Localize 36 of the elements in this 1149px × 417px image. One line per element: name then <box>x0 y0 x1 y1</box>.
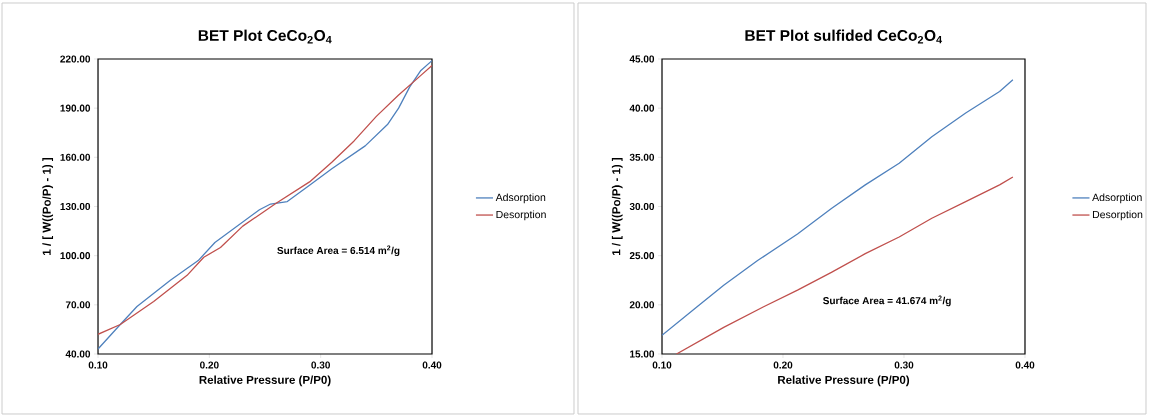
y-tick-label: 100.00 <box>60 252 91 260</box>
y-axis-title: 1 / [ W((Po/P) - 1) ] <box>611 157 623 255</box>
y-tick-label: 15.00 <box>630 350 655 358</box>
y-tick-label: 25.00 <box>629 252 655 260</box>
y-tick-label: 40.00 <box>629 104 655 112</box>
y-tick-label: 40.00 <box>65 350 91 358</box>
annotation: Surface Area = 6.514 m$^{2}$/g <box>277 245 400 257</box>
y-tick-label: 35.00 <box>629 153 655 161</box>
y-tick-label: 160.00 <box>60 153 91 161</box>
x-tick-label: 0.10 <box>88 361 108 369</box>
legend-label: Adsorption <box>495 193 546 204</box>
x-axis-title: Relative Pressure (P/P0) <box>778 375 910 387</box>
legend-label: Adsorption <box>1092 193 1142 204</box>
y-axis-title: 1 / [ W((Po/P) - 1) ] <box>42 157 54 255</box>
y-tick-label: 45.00 <box>629 55 655 63</box>
y-tick-label: 70.00 <box>65 301 91 309</box>
chart-title: BET Plot sulfided CeCo$_{2}$O$_{4}$ <box>745 29 943 44</box>
legend-label: Desorption <box>1092 210 1143 221</box>
annotation: Surface Area = 41.674 m$^{2}$/g <box>823 295 951 307</box>
line-series <box>662 78 1014 336</box>
y-tick-label: 20.00 <box>629 301 655 309</box>
y-tick-label: 30.00 <box>629 202 655 211</box>
x-tick-label: 0.40 <box>422 361 442 369</box>
x-tick-label: 0.20 <box>200 361 219 369</box>
line-series <box>675 176 1014 354</box>
y-tick-label: 130.00 <box>60 202 91 211</box>
x-tick-label: 0.10 <box>652 361 672 369</box>
y-tick-label: 190.00 <box>60 104 91 112</box>
x-tick-label: 0.20 <box>773 361 793 369</box>
y-tick-label: 220.00 <box>60 55 91 63</box>
chart-title: BET Plot CeCo$_{2}$O$_{4}$ <box>198 29 332 44</box>
x-tick-label: 0.30 <box>894 361 914 369</box>
legend-label: Desorption <box>496 210 546 221</box>
x-tick-label: 0.30 <box>311 361 330 369</box>
x-axis-title: Relative Pressure (P/P0) <box>199 375 331 387</box>
x-tick-label: 0.40 <box>1015 361 1035 369</box>
